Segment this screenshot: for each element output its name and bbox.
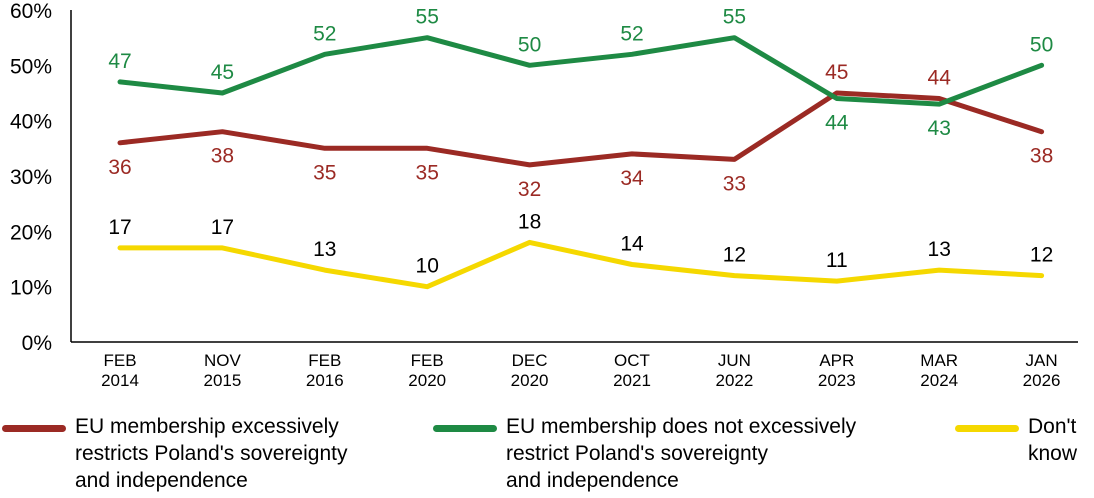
data-label: 55: [723, 6, 746, 29]
x-tick-label: DEC: [512, 351, 548, 370]
data-label: 45: [211, 61, 234, 84]
x-axis-ticks: FEB2014NOV2015FEB2016FEB2020DEC2020OCT20…: [101, 351, 1060, 390]
data-label: 12: [1030, 244, 1053, 267]
series-lines: [117, 35, 1045, 290]
data-label: 55: [416, 6, 439, 29]
data-label: 35: [416, 161, 439, 184]
data-label: 33: [723, 172, 746, 195]
x-tick-label: 2022: [715, 371, 753, 390]
legend-swatch-not-restricts: [433, 425, 497, 432]
legend-item-not-restricts: EU membership does not excessively restr…: [433, 413, 856, 494]
data-label: 38: [1030, 145, 1053, 168]
x-tick-label: NOV: [204, 351, 242, 370]
legend-label-dont-know: Don't know: [1028, 413, 1077, 467]
legend-line: restrict Poland's sovereignty: [506, 442, 768, 465]
data-label: 44: [825, 112, 849, 135]
y-tick-label: 40%: [10, 111, 52, 134]
legend-line: Don't: [1028, 415, 1077, 438]
series-line-2: [117, 239, 1045, 290]
data-label: 10: [416, 255, 439, 278]
legend-line: EU membership does not excessively: [506, 415, 857, 438]
data-label: 18: [518, 210, 541, 233]
y-tick-label: 60%: [10, 0, 52, 23]
y-tick-label: 50%: [10, 55, 52, 78]
data-label: 43: [928, 117, 951, 140]
legend-line: EU membership excessively: [75, 415, 339, 438]
x-tick-label: 2026: [1023, 371, 1061, 390]
y-tick-label: 10%: [10, 277, 52, 300]
legend-item-restricts: EU membership excessively restricts Pola…: [2, 413, 347, 494]
legend-line: know: [1028, 442, 1078, 465]
data-label: 47: [108, 50, 131, 73]
line-chart: 0%10%20%30%40%50%60% FEB2014NOV2015FEB20…: [10, 0, 1078, 390]
data-label: 35: [313, 161, 336, 184]
data-label: 17: [108, 216, 131, 239]
x-tick-label: FEB: [411, 351, 444, 370]
legend-label-restricts: EU membership excessively restricts Pola…: [75, 413, 347, 494]
x-tick-label: APR: [819, 351, 854, 370]
data-label: 44: [928, 67, 952, 90]
x-tick-label: 2023: [818, 371, 856, 390]
legend-swatch-restricts: [2, 425, 66, 432]
data-label: 52: [620, 22, 643, 45]
legend-line: and independence: [75, 469, 248, 492]
x-tick-label: 2020: [511, 371, 549, 390]
x-tick-label: JUN: [718, 351, 751, 370]
data-label: 38: [211, 145, 234, 168]
data-label: 14: [620, 233, 644, 256]
data-label: 52: [313, 22, 336, 45]
data-label: 34: [620, 167, 644, 190]
y-tick-label: 30%: [10, 166, 52, 189]
x-tick-label: 2014: [101, 371, 139, 390]
x-tick-label: MAR: [920, 351, 958, 370]
x-tick-label: 2015: [203, 371, 241, 390]
x-tick-label: FEB: [308, 351, 341, 370]
x-tick-label: OCT: [614, 351, 650, 370]
data-label: 13: [928, 238, 951, 261]
x-tick-label: 2021: [613, 371, 651, 390]
series-line-1: [117, 35, 1045, 107]
series-line-0: [117, 90, 1045, 168]
data-label: 12: [723, 244, 746, 267]
x-tick-label: FEB: [103, 351, 136, 370]
x-tick-label: 2020: [408, 371, 446, 390]
data-label: 50: [1030, 33, 1053, 56]
x-tick-label: JAN: [1026, 351, 1058, 370]
legend-label-not-restricts: EU membership does not excessively restr…: [506, 413, 856, 494]
data-label: 50: [518, 33, 541, 56]
legend-item-dont-know: Don't know: [955, 413, 1077, 467]
y-axis-ticks: 0% 10% 20% 30% 40% 50% 60%: [10, 0, 52, 355]
data-label: 17: [211, 216, 234, 239]
axes: [70, 10, 1078, 343]
data-label: 11: [826, 249, 848, 272]
legend-swatch-dont-know: [955, 425, 1019, 432]
y-tick-label: 0%: [22, 332, 52, 355]
data-labels: 36 38 35 35 32 34 33 45 44 38 47 45 52 55 50 52 55 44 43 50…: [108, 6, 1053, 278]
x-tick-label: 2024: [920, 371, 958, 390]
data-label: 32: [518, 178, 541, 201]
data-label: 45: [825, 61, 848, 84]
y-tick-label: 20%: [10, 221, 52, 244]
x-tick-label: 2016: [306, 371, 344, 390]
data-label: 36: [108, 156, 131, 179]
legend-line: and independence: [506, 469, 679, 492]
data-label: 13: [313, 238, 336, 261]
legend-line: restricts Poland's sovereignty: [75, 442, 348, 465]
